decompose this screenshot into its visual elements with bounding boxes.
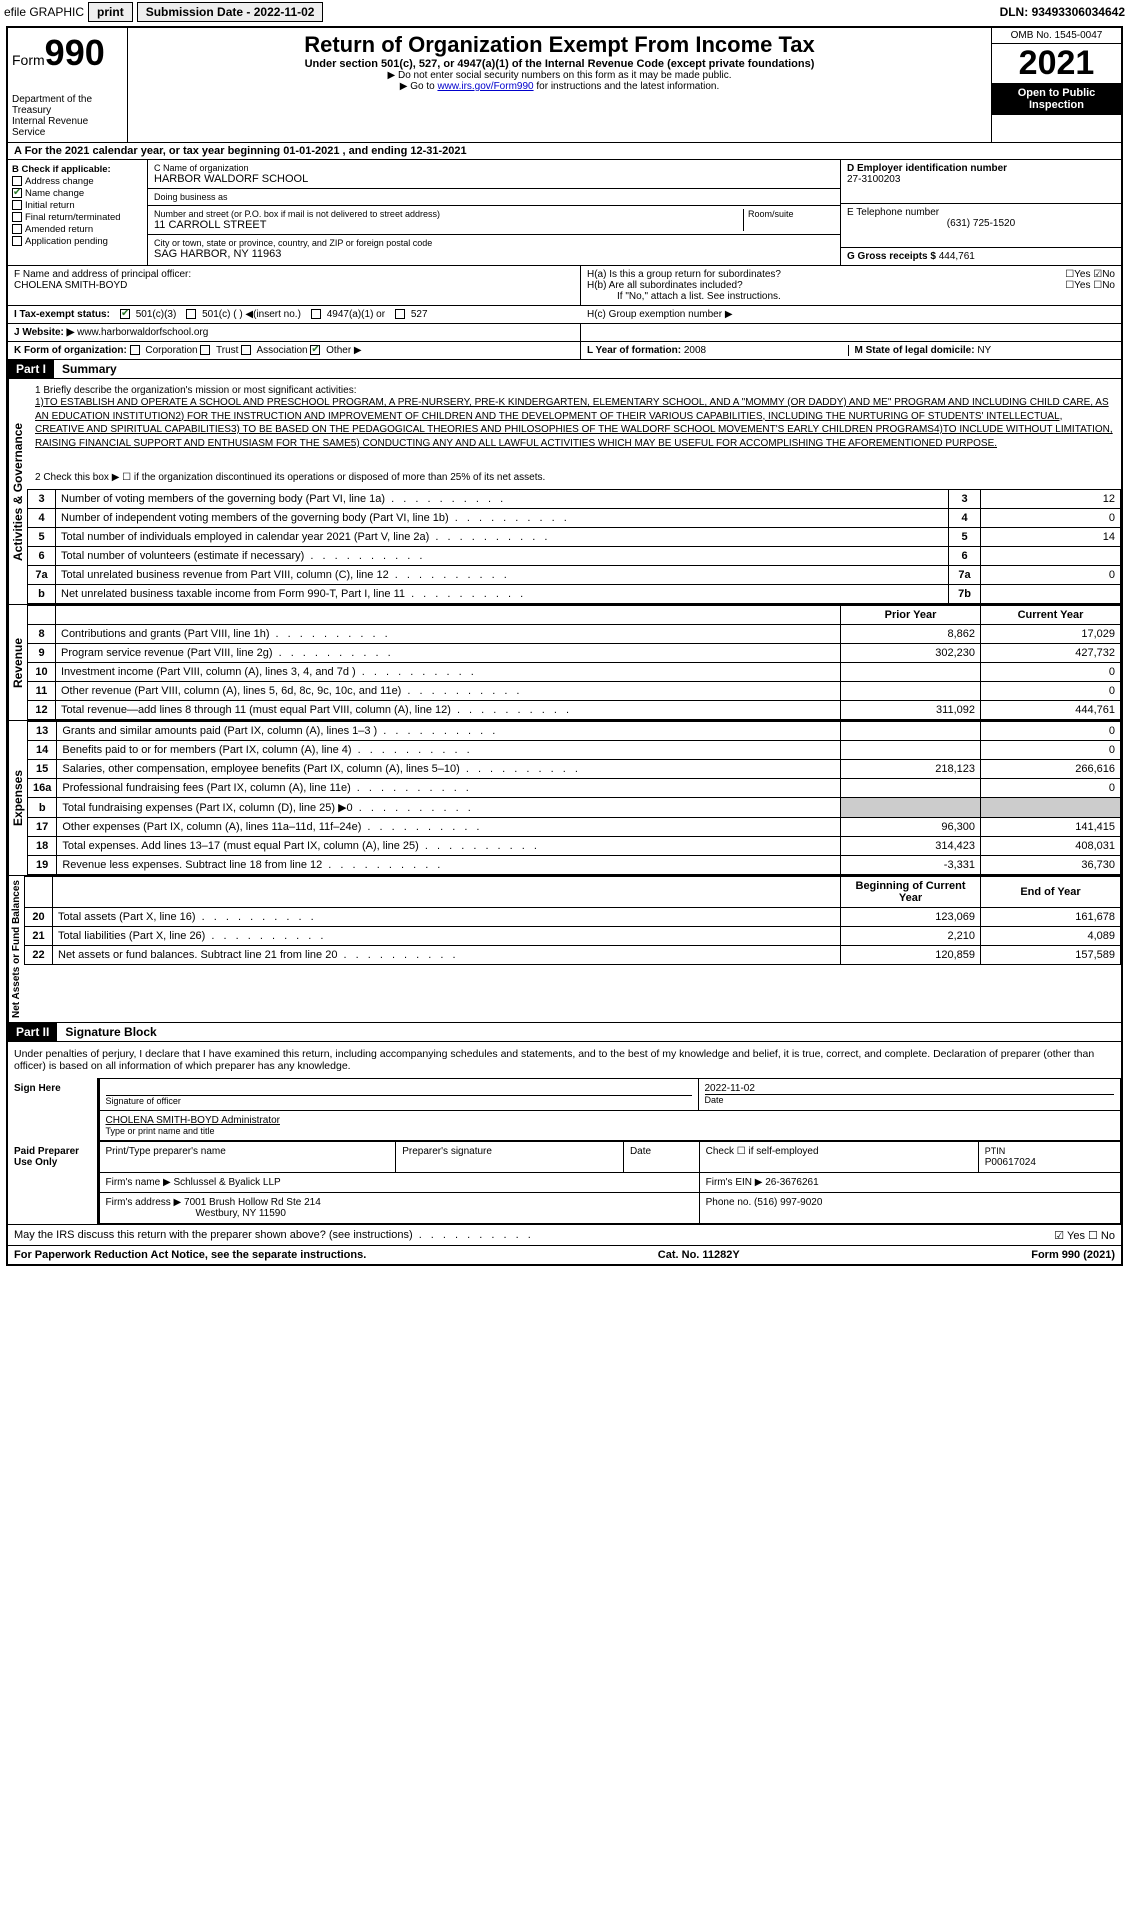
chk-app[interactable]: [12, 236, 22, 246]
row-a: A For the 2021 calendar year, or tax yea…: [8, 143, 1121, 160]
row-j: J Website: ▶ www.harborwaldorfschool.org: [8, 324, 1121, 342]
info-grid: B Check if applicable: Address change Na…: [8, 160, 1121, 266]
form-990: Form990 Department of the Treasury Inter…: [6, 26, 1123, 1266]
chk-amended[interactable]: [12, 224, 22, 234]
irs-link[interactable]: www.irs.gov/Form990: [437, 81, 533, 92]
row-f-h: F Name and address of principal officer:…: [8, 266, 1121, 306]
footer: For Paperwork Reduction Act Notice, see …: [8, 1245, 1121, 1264]
paid-preparer-table: Paid Preparer Use Only Print/Type prepar…: [8, 1141, 1121, 1224]
chk-address[interactable]: [12, 176, 22, 186]
box-b: B Check if applicable: Address change Na…: [8, 160, 148, 265]
activities-governance: Activities & Governance 1 Briefly descri…: [8, 379, 1121, 605]
box-d-e-g: D Employer identification number 27-3100…: [841, 160, 1121, 265]
submission-button[interactable]: Submission Date - 2022-11-02: [137, 2, 324, 22]
expenses-section: Expenses 13Grants and similar amounts pa…: [8, 721, 1121, 876]
dln: DLN: 93493306034642: [1000, 5, 1125, 19]
discuss-row: May the IRS discuss this return with the…: [8, 1224, 1121, 1245]
chk-final[interactable]: [12, 212, 22, 222]
part2-header: Part II Signature Block: [8, 1023, 1121, 1042]
print-button[interactable]: print: [88, 2, 133, 22]
chk-name[interactable]: [12, 188, 22, 198]
form-header: Form990 Department of the Treasury Inter…: [8, 28, 1121, 143]
net-assets-section: Net Assets or Fund Balances Beginning of…: [8, 876, 1121, 1023]
efile-label: efile GRAPHIC: [4, 5, 84, 19]
row-k-l-m: K Form of organization: Corporation Trus…: [8, 342, 1121, 360]
chk-initial[interactable]: [12, 200, 22, 210]
revenue-section: Revenue Prior YearCurrent Year8Contribut…: [8, 605, 1121, 721]
governance-table: 3Number of voting members of the governi…: [27, 489, 1121, 604]
declaration: Under penalties of perjury, I declare th…: [8, 1042, 1121, 1078]
box-c: C Name of organization HARBOR WALDORF SC…: [148, 160, 841, 265]
header-left: Form990 Department of the Treasury Inter…: [8, 28, 128, 142]
sign-here-table: Sign Here Signature of officer 2022-11-0…: [8, 1078, 1121, 1141]
header-title: Return of Organization Exempt From Incom…: [128, 28, 991, 142]
part1-header: Part I Summary: [8, 360, 1121, 379]
top-bar: efile GRAPHIC print Submission Date - 20…: [0, 0, 1129, 24]
row-i-hc: I Tax-exempt status: 501(c)(3) 501(c) ( …: [8, 306, 1121, 324]
header-right: OMB No. 1545-0047 2021 Open to Public In…: [991, 28, 1121, 142]
expenses-table: 13Grants and similar amounts paid (Part …: [27, 721, 1121, 875]
net-assets-table: Beginning of Current YearEnd of Year20To…: [24, 876, 1121, 965]
revenue-table: Prior YearCurrent Year8Contributions and…: [27, 605, 1121, 720]
